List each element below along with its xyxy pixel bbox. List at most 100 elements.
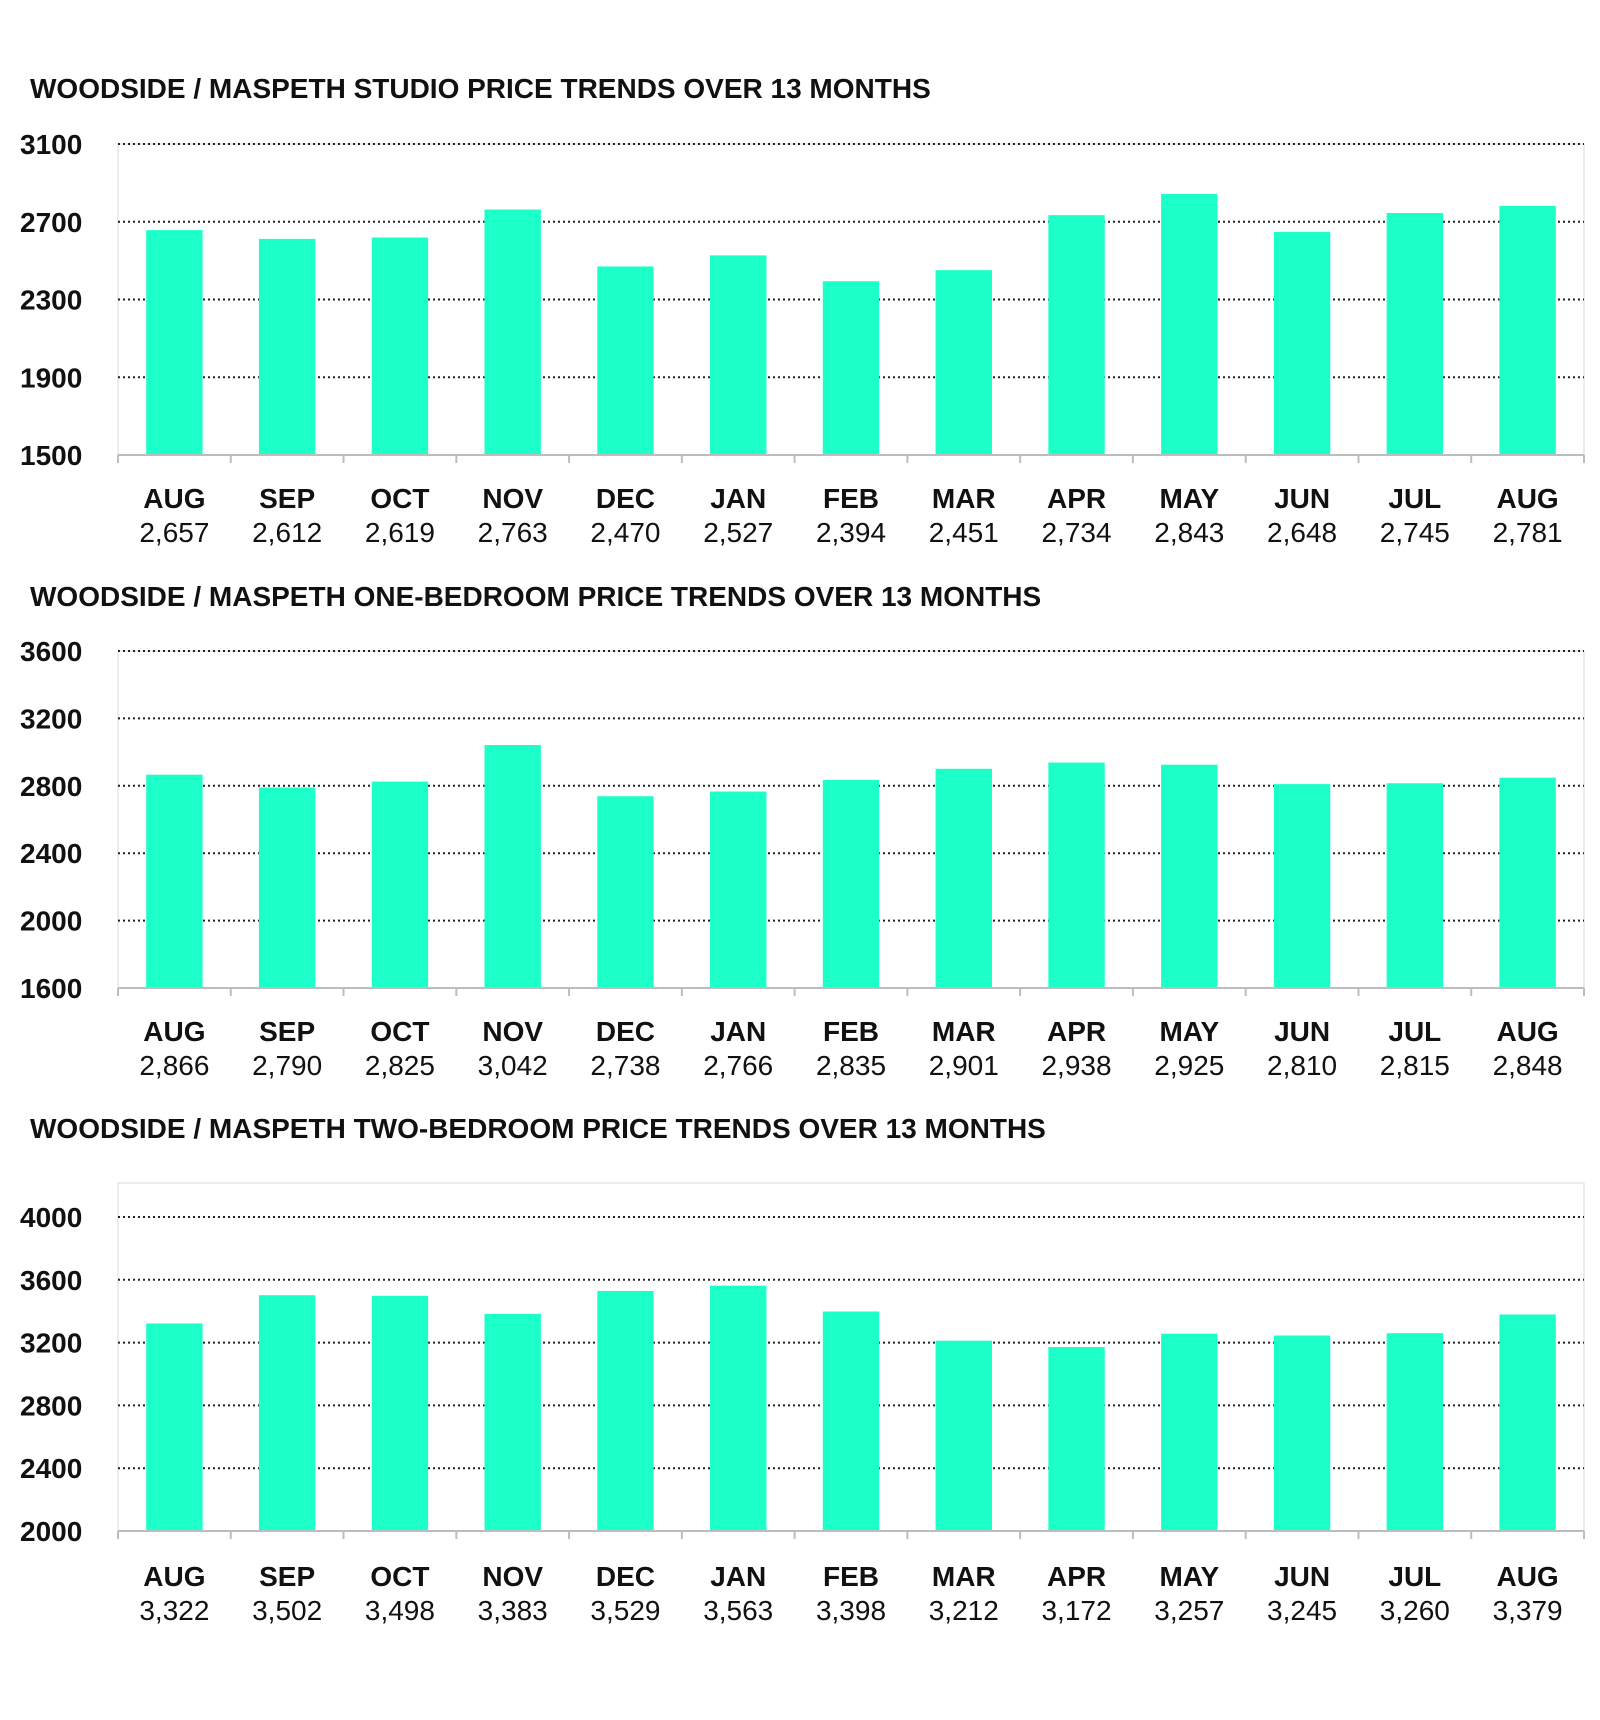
value-label: 2,394 [816,517,886,548]
value-label: 2,763 [478,517,548,548]
y-tick-label: 1900 [20,362,82,393]
y-tick-label: 2000 [20,906,82,937]
y-tick-label: 2400 [20,1453,82,1484]
bar-may [1161,764,1218,988]
bar-oct [371,237,429,455]
category-label: OCT [370,483,429,514]
value-label: 2,815 [1380,1050,1450,1081]
chart-3: WOODSIDE / MASPETH TWO-BEDROOM PRICE TRE… [20,1113,1585,1626]
category-label: JUN [1274,483,1330,514]
bar-oct [371,1295,429,1531]
value-label: 3,379 [1493,1595,1563,1626]
chart-title: WOODSIDE / MASPETH TWO-BEDROOM PRICE TRE… [30,1113,1046,1144]
value-label: 2,619 [365,517,435,548]
category-label: MAR [932,483,996,514]
category-label: DEC [596,1016,655,1047]
y-tick-label: 2400 [20,838,82,869]
bar-jul [1386,783,1444,988]
bar-aug [1499,206,1556,455]
bar-jan [710,791,767,988]
bar-may [1161,1333,1218,1531]
value-label: 3,383 [478,1595,548,1626]
category-label: JUL [1388,483,1441,514]
chart-1: WOODSIDE / MASPETH STUDIO PRICE TRENDS O… [20,73,1585,548]
chart-2: WOODSIDE / MASPETH ONE-BEDROOM PRICE TRE… [20,581,1585,1081]
y-tick-label: 3100 [20,129,82,160]
category-label: AUG [143,1016,205,1047]
y-tick-label: 2800 [20,1390,82,1421]
bar-sep [258,1295,316,1531]
value-label: 2,925 [1154,1050,1224,1081]
value-label: 2,734 [1041,517,1111,548]
value-label: 2,657 [139,517,209,548]
y-tick-label: 1600 [20,973,82,1004]
chart-title: WOODSIDE / MASPETH STUDIO PRICE TRENDS O… [30,73,931,104]
value-label: 3,498 [365,1595,435,1626]
bar-jul [1386,1333,1444,1531]
value-label: 2,835 [816,1050,886,1081]
category-label: JAN [710,483,766,514]
category-label: AUG [143,483,205,514]
bar-apr [1048,762,1105,988]
y-tick-label: 3200 [20,1328,82,1359]
value-label: 3,257 [1154,1595,1224,1626]
value-label: 3,563 [703,1595,773,1626]
bar-mar [935,1340,992,1531]
value-label: 2,470 [590,517,660,548]
category-label: SEP [259,1016,315,1047]
category-label: AUG [1496,483,1558,514]
category-label: MAY [1159,483,1219,514]
category-label: FEB [823,483,879,514]
bar-mar [935,768,992,988]
bar-jun [1273,1335,1331,1531]
value-label: 3,172 [1041,1595,1111,1626]
category-label: MAY [1159,1016,1219,1047]
bar-feb [822,281,880,455]
category-label: JAN [710,1561,766,1592]
category-label: NOV [482,1016,543,1047]
bar-jul [1386,213,1444,455]
value-label: 2,790 [252,1050,322,1081]
category-label: NOV [482,1561,543,1592]
bar-jun [1273,231,1331,455]
bar-aug [146,1323,203,1531]
y-tick-label: 2300 [20,285,82,316]
value-label: 2,781 [1493,517,1563,548]
bar-apr [1048,215,1105,455]
bar-jan [710,1285,767,1531]
bar-mar [935,270,992,455]
category-label: OCT [370,1561,429,1592]
value-label: 2,745 [1380,517,1450,548]
bar-apr [1048,1346,1105,1531]
value-label: 3,212 [929,1595,999,1626]
bar-aug [146,774,203,988]
bar-sep [258,238,316,455]
bar-may [1161,193,1218,455]
value-label: 2,938 [1041,1050,1111,1081]
category-label: APR [1047,1561,1106,1592]
category-label: OCT [370,1016,429,1047]
value-label: 3,322 [139,1595,209,1626]
y-tick-label: 1500 [20,440,82,471]
category-label: NOV [482,483,543,514]
value-label: 2,648 [1267,517,1337,548]
bar-nov [484,209,541,455]
bar-nov [484,745,541,988]
bar-oct [371,781,429,988]
category-label: MAY [1159,1561,1219,1592]
bar-jan [710,255,767,455]
value-label: 3,042 [478,1050,548,1081]
category-label: JAN [710,1016,766,1047]
category-label: FEB [823,1016,879,1047]
category-label: SEP [259,1561,315,1592]
bar-aug [1499,1314,1556,1531]
bar-nov [484,1313,541,1531]
value-label: 2,866 [139,1050,209,1081]
y-tick-label: 2000 [20,1516,82,1547]
value-label: 2,825 [365,1050,435,1081]
category-label: FEB [823,1561,879,1592]
category-label: DEC [596,483,655,514]
y-tick-label: 2800 [20,771,82,802]
category-label: JUL [1388,1016,1441,1047]
